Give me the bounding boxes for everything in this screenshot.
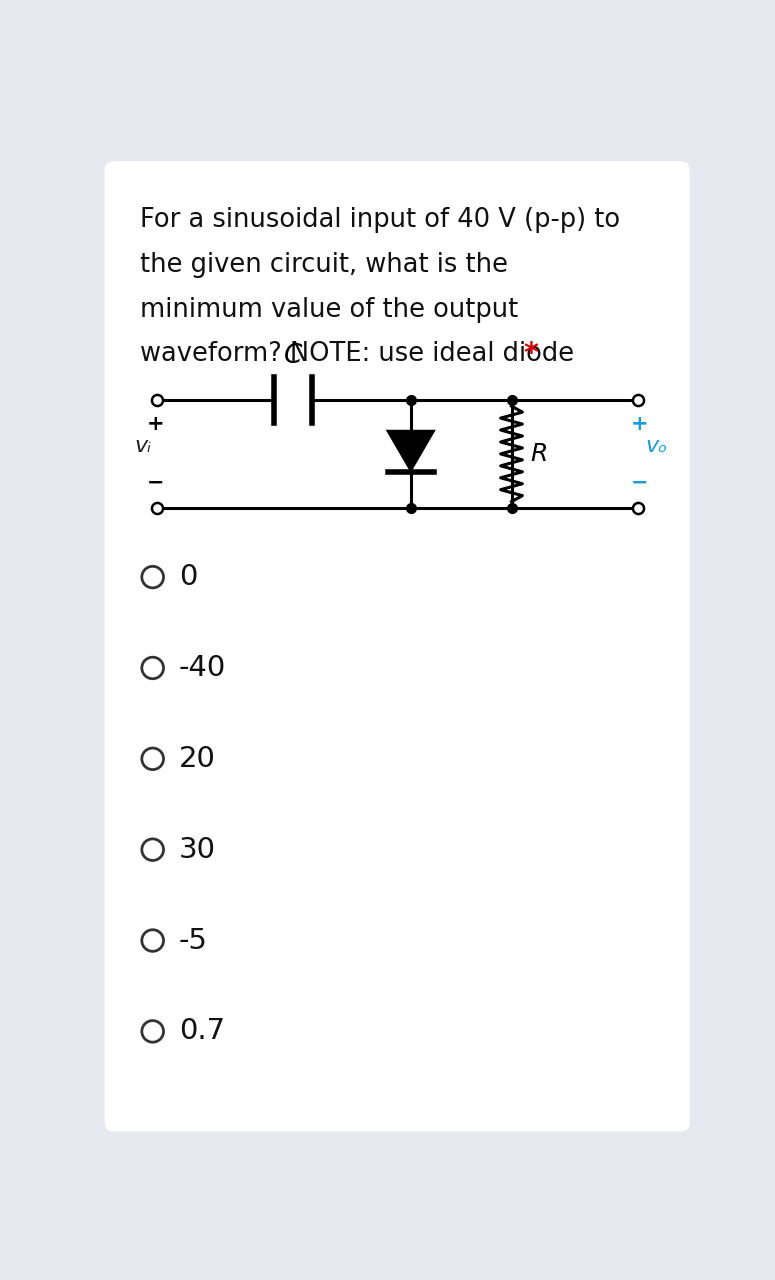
Text: +: + — [147, 413, 164, 434]
Text: C: C — [284, 343, 302, 369]
Text: For a sinusoidal input of 40 V (p-p) to: For a sinusoidal input of 40 V (p-p) to — [140, 207, 620, 233]
Text: 30: 30 — [179, 836, 216, 864]
Text: vᵢ: vᵢ — [134, 436, 151, 456]
Text: the given circuit, what is the: the given circuit, what is the — [140, 252, 508, 278]
Text: 20: 20 — [179, 745, 216, 773]
Text: −: − — [147, 472, 164, 493]
Text: waveform? NOTE: use ideal diode: waveform? NOTE: use ideal diode — [140, 342, 582, 367]
Text: vₒ: vₒ — [646, 436, 668, 456]
Text: -40: -40 — [179, 654, 226, 682]
Text: R: R — [530, 442, 547, 466]
Text: -5: -5 — [179, 927, 208, 955]
Text: minimum value of the output: minimum value of the output — [140, 297, 518, 323]
Text: 0: 0 — [179, 563, 198, 591]
FancyBboxPatch shape — [105, 161, 690, 1132]
Text: +: + — [631, 413, 648, 434]
Text: *: * — [523, 340, 538, 367]
Polygon shape — [388, 431, 434, 471]
Text: 0.7: 0.7 — [179, 1018, 226, 1046]
Text: −: − — [631, 472, 648, 493]
